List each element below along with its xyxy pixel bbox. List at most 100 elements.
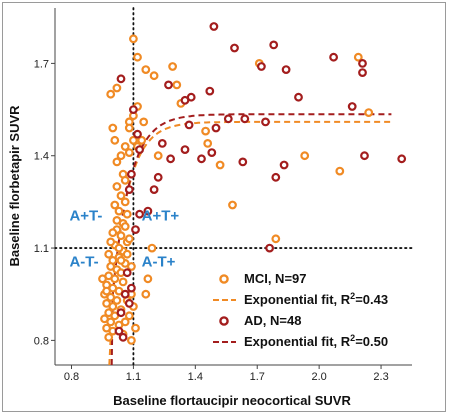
ad-point xyxy=(265,243,275,253)
mci-point xyxy=(110,274,120,284)
ad-point xyxy=(180,145,190,155)
mci-point xyxy=(120,175,130,185)
ad-point xyxy=(122,268,132,278)
mci-point xyxy=(120,142,130,151)
ad-point xyxy=(240,114,250,124)
mci-point xyxy=(124,123,134,133)
legend-marker xyxy=(219,316,229,326)
ad-point xyxy=(230,43,239,53)
ad-point xyxy=(329,52,339,62)
mci-point xyxy=(116,231,126,241)
mci-point xyxy=(153,151,163,161)
legend-label: MCI, N=97 xyxy=(244,271,307,286)
mci-point xyxy=(141,65,151,74)
mci-point xyxy=(112,215,122,225)
mci-point xyxy=(106,317,116,327)
ad-point xyxy=(279,160,289,170)
ad-point xyxy=(197,154,206,164)
mci-point xyxy=(335,166,345,176)
mci-point xyxy=(149,71,159,81)
ad-point xyxy=(271,172,281,182)
legend-label: Exponential fit, R2=0.43 xyxy=(244,291,388,307)
x-tick-label: 1.4 xyxy=(188,371,203,383)
y-tick-label: 1.1 xyxy=(34,243,49,255)
mci-point xyxy=(124,148,134,158)
quadrant-label: A-T+ xyxy=(142,254,176,271)
mci-point xyxy=(106,89,116,99)
ad-point xyxy=(166,154,176,164)
ad-point xyxy=(257,62,266,71)
legend-label: AD, N=48 xyxy=(244,313,301,328)
mci-point xyxy=(172,80,182,90)
mci-point xyxy=(139,117,149,127)
mci-point xyxy=(364,108,374,117)
ad-point xyxy=(347,102,357,111)
mci-point xyxy=(116,256,126,265)
y-tick-label: 1.7 xyxy=(34,58,49,70)
ad-point xyxy=(209,22,219,31)
x-tick-label: 2.3 xyxy=(373,371,388,383)
mci-point xyxy=(108,302,118,311)
x-axis-label: Baseline flortaucipir neocortical SUVR xyxy=(113,393,351,408)
mci-point xyxy=(201,126,211,136)
mci-point xyxy=(120,197,130,207)
ad-point xyxy=(143,206,153,216)
mci-point xyxy=(108,123,118,133)
mci-point xyxy=(116,191,126,201)
mci-point xyxy=(110,200,120,210)
mci-point xyxy=(118,277,128,287)
axes xyxy=(54,8,412,366)
ad-point xyxy=(360,151,369,161)
mci-point xyxy=(128,34,138,44)
ad-point xyxy=(184,120,194,130)
mci-point xyxy=(131,323,140,333)
quadrant-label: A+T+ xyxy=(142,207,180,224)
ad-point xyxy=(205,86,215,96)
ad-point xyxy=(281,65,291,74)
ad-point xyxy=(269,40,279,50)
data-points xyxy=(98,22,407,345)
ad-point xyxy=(116,74,126,84)
mci-point xyxy=(114,243,124,253)
ad-point xyxy=(128,105,138,114)
x-tick-label: 1.1 xyxy=(126,371,141,383)
legend: MCI, N=97 Exponential fit, R2=0.43 AD, N=4… xyxy=(213,271,388,349)
mci-point xyxy=(137,135,147,145)
ad-point xyxy=(133,129,142,139)
mci-point xyxy=(133,52,142,62)
ad-point xyxy=(124,299,134,308)
y-ticks: 0.8 1.1 1.4 1.7 xyxy=(34,58,55,347)
x-tick-label: 0.8 xyxy=(64,371,79,383)
ad-point xyxy=(135,145,145,155)
mci-point xyxy=(122,209,132,219)
ad-point xyxy=(261,117,270,127)
mci-point xyxy=(128,135,138,145)
mci-point xyxy=(353,52,363,62)
mci-point xyxy=(116,151,126,161)
mci-point xyxy=(271,234,281,244)
ad-point xyxy=(135,209,145,219)
ad-point xyxy=(114,326,124,336)
mci-point xyxy=(120,222,130,231)
ad_fit-curve xyxy=(110,113,392,366)
ad-point xyxy=(358,59,367,68)
y-tick-label: 1.4 xyxy=(34,151,49,163)
mci-point xyxy=(112,83,122,93)
mci-point xyxy=(203,138,213,148)
x-ticks: 0.8 1.1 1.4 1.7 2.0 2.3 xyxy=(64,365,389,383)
legend-marker xyxy=(219,274,229,284)
ad-point xyxy=(131,225,140,235)
quadrant-label: A+T- xyxy=(69,207,102,224)
ad-point xyxy=(294,92,303,102)
ad-point xyxy=(126,283,136,293)
mci-point xyxy=(215,160,225,170)
ad-point xyxy=(157,138,167,148)
mci-point xyxy=(104,249,114,259)
mci-point xyxy=(168,62,178,71)
quadrant-labels: A+T- A+T+ A-T- A-T+ xyxy=(69,207,179,270)
mci-point xyxy=(112,182,122,191)
ad-point xyxy=(116,308,126,318)
ad-point xyxy=(118,332,128,342)
legend-label: Exponential fit, R2=0.50 xyxy=(244,333,388,349)
mci-point xyxy=(110,135,120,145)
